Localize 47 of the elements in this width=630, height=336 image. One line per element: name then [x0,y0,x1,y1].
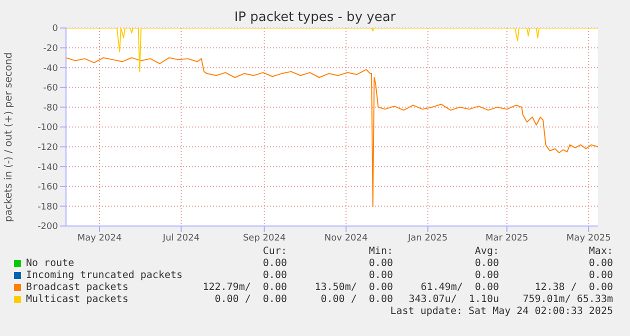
x-tick-label: Jan 2025 [406,233,448,244]
text: 343.07u/ 1.10u [408,294,499,305]
y-tick-label: -20 [43,44,58,54]
text: Avg: [474,246,499,257]
legend-label: Incoming truncated packets [26,270,183,281]
text: 0.00 [474,270,499,281]
x-tick-label: May 2024 [77,233,122,244]
y-tick-label: -140 [38,162,58,173]
y-tick-label: -160 [38,182,58,193]
x-tick-label: May 2025 [566,233,611,244]
y-tick-label: 0 [52,24,58,34]
text: 0.00 / 0.00 [214,294,287,305]
text: 122.79m/ 0.00 [202,282,287,293]
y-tick-label: -80 [43,103,58,114]
line-series [66,57,598,207]
legend-label: Broadcast packets [26,282,128,293]
text: 13.50m/ 0.00 [314,282,393,293]
text: 61.49m/ 0.00 [420,282,499,293]
x-tick-label: Jul 2024 [162,233,200,244]
chart-title: IP packet types - by year [233,10,397,25]
text: 0.00 [474,258,499,269]
text: 0.00 [588,258,613,269]
text: Last update: Sat May 24 02:00:33 2025 [390,306,613,317]
x-tick-label: Mar 2025 [486,233,528,244]
y-tick-label: -40 [43,64,58,74]
text: 759.01m/ 65.33m [522,294,613,305]
y-tick-label: -60 [43,84,58,94]
text: 0.00 [588,270,613,281]
y-tick-label: -100 [38,123,58,134]
legend-label: Multicast packets [26,294,128,305]
text: 0.00 [262,258,287,269]
text: 0.00 [368,270,393,281]
text: Cur: [262,246,287,257]
text: 0.00 / 0.00 [320,294,393,305]
text: 12.38 / 0.00 [534,282,613,293]
text: 0.00 [262,270,287,281]
x-tick-label: Sep 2024 [242,233,286,244]
line-series [66,28,598,72]
y-tick-label: -180 [38,202,58,212]
x-tick-label: Nov 2024 [324,233,368,244]
y-axis-title: packets in (-) / out (+) per second [4,52,15,222]
text: 0.00 [368,258,393,269]
text: Max: [588,246,613,257]
y-tick-label: -200 [38,222,58,232]
legend-label: No route [26,258,74,269]
text: Min: [368,246,393,257]
y-tick-label: -120 [38,142,58,153]
